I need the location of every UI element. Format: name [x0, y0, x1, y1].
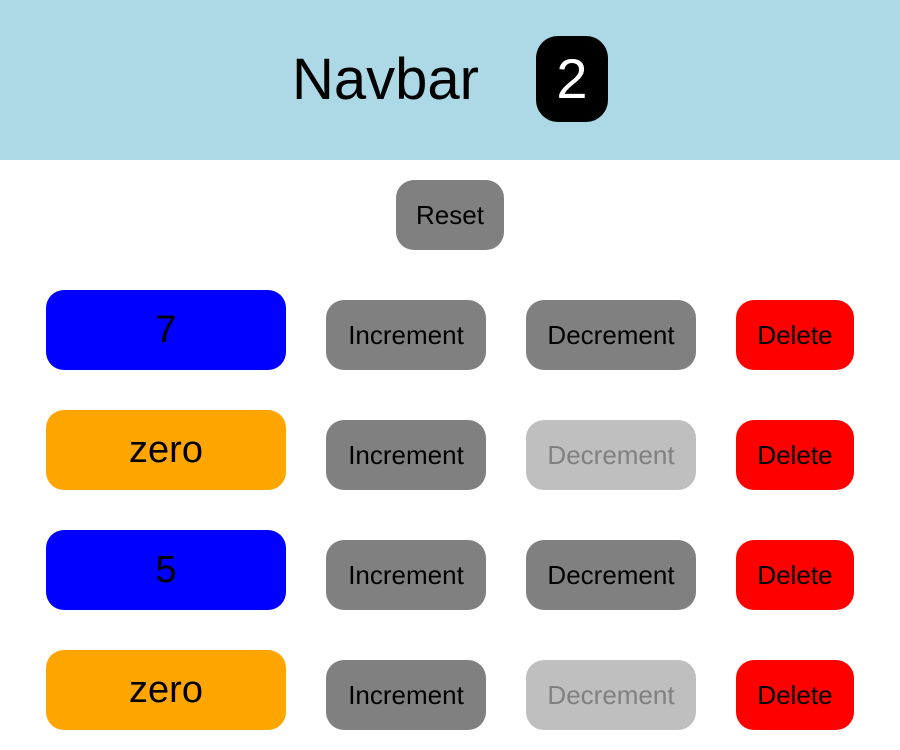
- counter-row: 7 Increment Decrement Delete: [0, 290, 900, 370]
- counter-row: zero Increment Decrement Delete: [0, 650, 900, 730]
- counter-row: 5 Increment Decrement Delete: [0, 530, 900, 610]
- decrement-button[interactable]: Decrement: [526, 420, 696, 490]
- decrement-button[interactable]: Decrement: [526, 660, 696, 730]
- counter-value-badge: 7: [46, 290, 286, 370]
- navbar-title: Navbar: [292, 47, 479, 112]
- delete-button[interactable]: Delete: [736, 420, 854, 490]
- decrement-button[interactable]: Decrement: [526, 300, 696, 370]
- counter-value-badge: zero: [46, 410, 286, 490]
- counter-row: zero Increment Decrement Delete: [0, 410, 900, 490]
- decrement-button[interactable]: Decrement: [526, 540, 696, 610]
- navbar: Navbar 2: [0, 0, 900, 160]
- increment-button[interactable]: Increment: [326, 420, 486, 490]
- delete-button[interactable]: Delete: [736, 660, 854, 730]
- increment-button[interactable]: Increment: [326, 540, 486, 610]
- counter-value-badge: 5: [46, 530, 286, 610]
- increment-button[interactable]: Increment: [326, 660, 486, 730]
- reset-button[interactable]: Reset: [396, 180, 504, 250]
- counter-value-badge: zero: [46, 650, 286, 730]
- delete-button[interactable]: Delete: [736, 300, 854, 370]
- delete-button[interactable]: Delete: [736, 540, 854, 610]
- increment-button[interactable]: Increment: [326, 300, 486, 370]
- total-count-badge: 2: [536, 36, 608, 122]
